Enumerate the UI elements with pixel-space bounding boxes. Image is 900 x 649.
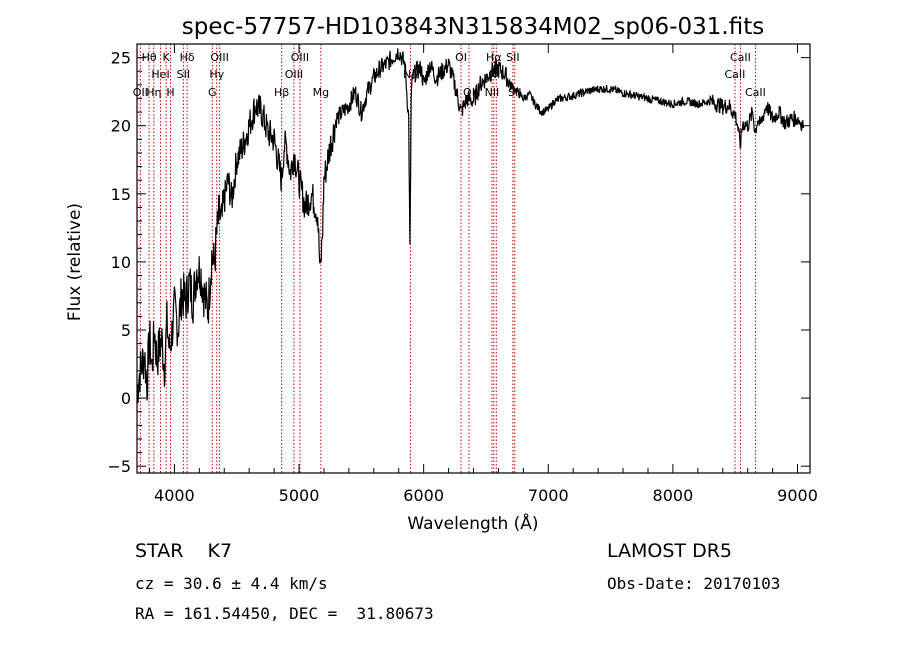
x-tick-label: 7000 [528, 486, 569, 505]
x-tick-label: 9000 [777, 486, 818, 505]
spectral-line-markers [139, 44, 756, 473]
y-axis-label: Flux (relative) [65, 203, 85, 321]
line-marker-label: Hα [486, 51, 502, 64]
line-marker-label: Hη [146, 86, 161, 99]
y-tick-label: 20 [111, 117, 131, 136]
x-axis-ticks: 4000 5000 6000 7000 8000 9000 [148, 44, 818, 505]
spectral-line-labels: OIIHθHηHeIKHSIIHδGHγOIIIHβOIIIOIIIMgNaOI… [133, 51, 766, 99]
y-axis-ticks: −5 0 5 10 15 20 25 [107, 49, 810, 476]
y-tick-label: 15 [111, 185, 131, 204]
line-marker-label: OIII [210, 51, 228, 64]
line-marker-label: NII [485, 86, 500, 99]
x-tick-label: 5000 [279, 486, 320, 505]
line-marker-label: OIII [291, 51, 309, 64]
line-marker-label: G [208, 86, 217, 99]
survey-text: LAMOST DR5 [607, 540, 732, 562]
y-tick-label: −5 [107, 457, 131, 476]
line-marker-label: OIII [285, 68, 303, 81]
line-marker-label: SII [506, 51, 519, 64]
plot-frame [136, 43, 811, 474]
x-tick-label: 8000 [653, 486, 694, 505]
line-marker-label: HeI [151, 68, 169, 81]
object-class-text: STAR K7 [135, 540, 233, 562]
y-tick-label: 25 [111, 49, 131, 68]
coordinates-text: RA = 161.54450, DEC = 31.80673 [135, 604, 434, 623]
line-marker-label: CaII [745, 86, 766, 99]
line-marker-label: Hδ [180, 51, 195, 64]
x-tick-label: 4000 [154, 486, 195, 505]
y-tick-label: 0 [121, 389, 131, 408]
line-marker-label: Hθ [142, 51, 157, 64]
spectrum-line [136, 48, 805, 404]
line-marker-label: SII [177, 68, 190, 81]
line-marker-label: OI [455, 51, 467, 64]
x-tick-label: 6000 [403, 486, 444, 505]
line-marker-label: CaII [730, 51, 751, 64]
line-marker-label: Hβ [274, 86, 289, 99]
y-tick-label: 5 [121, 321, 131, 340]
line-marker-label: H [166, 86, 174, 99]
x-axis-label: Wavelength (Å) [407, 512, 538, 534]
line-marker-label: Hγ [209, 68, 224, 81]
y-tick-label: 10 [111, 253, 131, 272]
observation-date-text: Obs-Date: 20170103 [607, 574, 781, 593]
redshift-text: cz = 30.6 ± 4.4 km/s [135, 574, 328, 593]
line-marker-label: Mg [313, 86, 329, 99]
chart-title: spec-57757-HD103843N315834M02_sp06-031.f… [182, 14, 764, 40]
line-marker-label: CaII [725, 68, 746, 81]
line-marker-label: K [163, 51, 171, 64]
